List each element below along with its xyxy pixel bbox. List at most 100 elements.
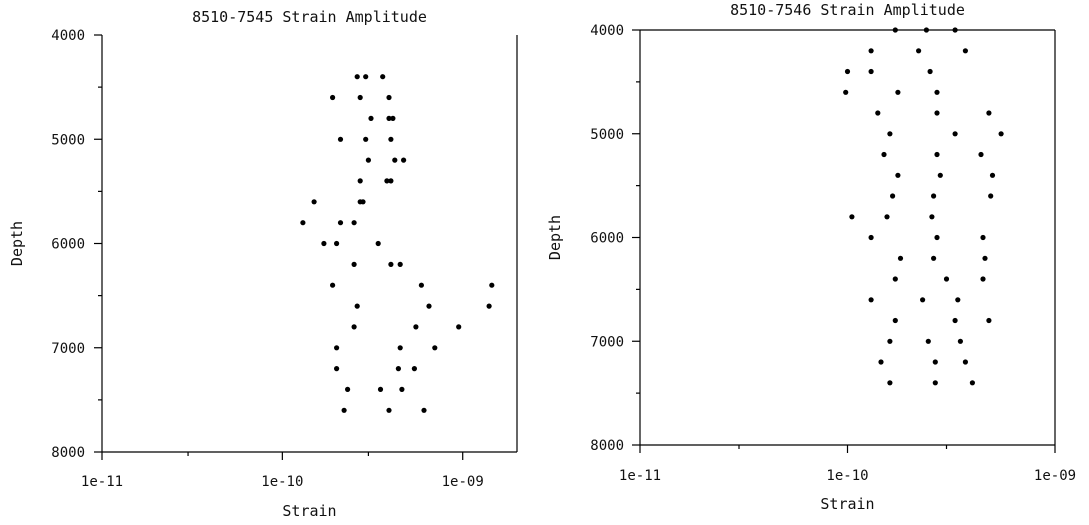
data-point bbox=[934, 151, 940, 158]
right-strain-plot: 8510-7546 Strain Amplitude 4000 5000 6000 70… bbox=[546, 1, 1076, 513]
data-point bbox=[878, 359, 884, 365]
data-point bbox=[895, 89, 901, 95]
data-point bbox=[897, 255, 904, 261]
data-point bbox=[932, 359, 938, 365]
data-point bbox=[920, 297, 926, 303]
data-point bbox=[397, 261, 403, 267]
data-point bbox=[365, 157, 371, 163]
data-point bbox=[334, 240, 340, 247]
data-point bbox=[334, 345, 340, 351]
data-point bbox=[875, 110, 881, 116]
data-point bbox=[986, 110, 992, 116]
y-tick-label: 8000 bbox=[590, 438, 624, 454]
data-point bbox=[982, 255, 988, 261]
x-tick-label: 1e-10 bbox=[826, 468, 868, 484]
data-point bbox=[411, 366, 417, 372]
data-point bbox=[931, 255, 937, 261]
x-axis-label: Strain bbox=[820, 495, 874, 513]
y-tick-label: 6000 bbox=[590, 231, 624, 247]
data-point bbox=[392, 157, 398, 163]
data-point bbox=[426, 303, 432, 309]
data-point bbox=[998, 131, 1004, 137]
data-point bbox=[486, 303, 492, 309]
data-point bbox=[881, 151, 887, 158]
x-tick-label: 1e-09 bbox=[442, 474, 484, 490]
data-point bbox=[375, 240, 381, 247]
data-point bbox=[925, 338, 931, 344]
data-point bbox=[388, 261, 394, 267]
data-point bbox=[844, 68, 851, 75]
data-point bbox=[397, 345, 403, 351]
data-point bbox=[386, 407, 392, 413]
data-point bbox=[843, 89, 849, 95]
data-point bbox=[418, 282, 424, 288]
data-point bbox=[952, 317, 958, 324]
x-tick-label: 1e-10 bbox=[261, 474, 303, 490]
data-point bbox=[962, 359, 969, 365]
y-tick-label: 5000 bbox=[51, 132, 85, 148]
data-point bbox=[399, 386, 405, 392]
data-point bbox=[868, 234, 874, 241]
data-point bbox=[377, 386, 384, 392]
data-point bbox=[330, 94, 336, 101]
data-point bbox=[386, 115, 392, 121]
data-point bbox=[363, 136, 369, 142]
data-point bbox=[962, 48, 969, 54]
y-tick-label: 4000 bbox=[590, 23, 624, 39]
y-tick-label: 6000 bbox=[51, 237, 85, 253]
data-point bbox=[932, 380, 938, 386]
data-point bbox=[337, 136, 344, 142]
data-point bbox=[892, 276, 898, 282]
data-point bbox=[943, 276, 950, 282]
data-point bbox=[969, 380, 976, 386]
data-point bbox=[952, 131, 958, 137]
data-point bbox=[413, 324, 419, 330]
data-point bbox=[989, 172, 996, 178]
data-point bbox=[937, 172, 943, 178]
data-point bbox=[934, 110, 940, 116]
data-point bbox=[456, 324, 462, 330]
data-point bbox=[311, 199, 317, 205]
data-point bbox=[354, 303, 360, 309]
data-point bbox=[432, 345, 438, 351]
data-point bbox=[887, 380, 893, 386]
y-axis-label: Depth bbox=[8, 221, 26, 266]
data-point bbox=[345, 386, 351, 392]
data-point bbox=[401, 157, 407, 163]
data-point bbox=[868, 68, 874, 75]
data-point bbox=[952, 27, 958, 33]
x-axis-label: Strain bbox=[282, 502, 336, 520]
data-point bbox=[955, 297, 961, 303]
data-point bbox=[380, 74, 386, 80]
data-point bbox=[978, 151, 984, 158]
y-tick-label: 8000 bbox=[51, 445, 85, 461]
data-point bbox=[957, 338, 964, 344]
data-point bbox=[927, 68, 933, 75]
data-point bbox=[384, 178, 390, 184]
data-point bbox=[868, 297, 874, 303]
data-point bbox=[357, 94, 363, 101]
data-point bbox=[388, 178, 394, 184]
data-point bbox=[334, 366, 340, 372]
data-point bbox=[354, 74, 360, 80]
data-point bbox=[321, 240, 327, 247]
y-tick-label: 4000 bbox=[51, 28, 85, 44]
y-tick-label: 5000 bbox=[590, 127, 624, 143]
x-tick-label: 1e-11 bbox=[619, 468, 661, 484]
data-point bbox=[357, 178, 363, 184]
data-point bbox=[895, 172, 901, 178]
data-point bbox=[390, 115, 396, 121]
data-point bbox=[351, 220, 357, 226]
data-point bbox=[388, 136, 394, 142]
data-point bbox=[421, 407, 427, 413]
data-point bbox=[980, 276, 986, 282]
data-point bbox=[363, 74, 369, 80]
data-point bbox=[892, 27, 898, 33]
data-point bbox=[341, 407, 347, 413]
data-point bbox=[980, 234, 986, 241]
data-point bbox=[931, 193, 937, 199]
y-tick-label: 7000 bbox=[590, 334, 624, 350]
left-strain-plot: 8510-7545 Strain Amplitude 4000 5000 6000 70… bbox=[8, 8, 518, 520]
data-point bbox=[351, 261, 357, 267]
data-point bbox=[887, 131, 893, 137]
